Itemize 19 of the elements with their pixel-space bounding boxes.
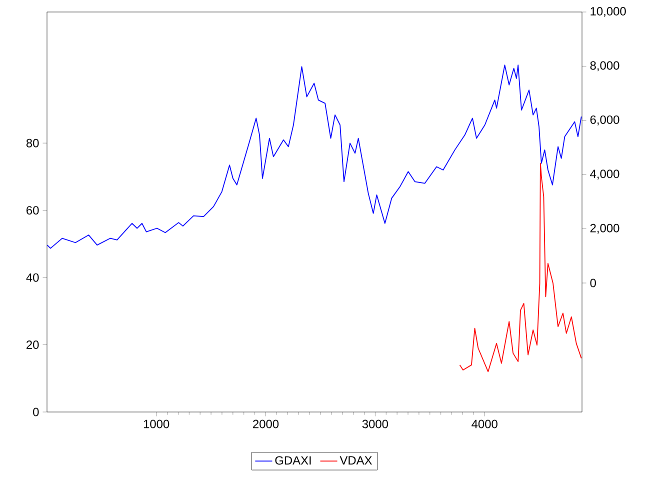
- x-tick-label: 4000: [472, 420, 498, 428]
- y2-tick-label: 6,000: [590, 115, 620, 126]
- y2-tick-label: 0: [590, 278, 596, 288]
- line-series: [459, 162, 582, 372]
- y2-tick-label: 2,000: [590, 224, 620, 234]
- y2-tick-label: 4,000: [590, 170, 620, 180]
- y2-tick-label: 8,000: [590, 61, 620, 72]
- x-tick-label: 2000: [253, 420, 279, 428]
- y2-tick-label: 10,000: [590, 7, 626, 17]
- y-tick-label: 60: [26, 206, 39, 215]
- y-tick-label: 80: [26, 138, 39, 148]
- line-series: [47, 64, 582, 249]
- y-tick-label: 0: [33, 408, 39, 416]
- y-tick-label: 40: [26, 273, 39, 282]
- x-tick-label: 3000: [362, 420, 388, 428]
- legend-label: VDAX: [340, 456, 372, 464]
- x-tick-label: 1000: [144, 420, 170, 428]
- y-tick-label: 20: [26, 340, 39, 349]
- legend-label: GDAXI: [275, 456, 311, 465]
